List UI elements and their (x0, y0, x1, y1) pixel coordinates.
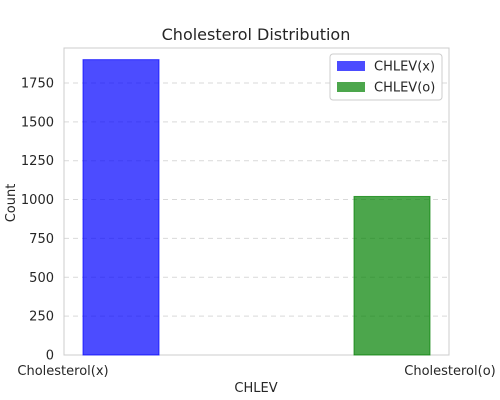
y-tick-label: 1000 (21, 193, 54, 208)
bar-chlev-x (82, 59, 160, 356)
y-tick-label: 1250 (21, 154, 54, 169)
y-tick-label: 1500 (21, 115, 54, 130)
y-axis-label: Count (4, 184, 19, 223)
y-tick-label: 250 (29, 310, 54, 325)
x-axis-ticks: Cholesterol(x) Cholesterol(o) (17, 364, 495, 379)
x-tick-label: Cholesterol(o) (404, 364, 495, 379)
legend-label: CHLEV(o) (374, 81, 435, 96)
legend-swatch (337, 61, 365, 71)
y-tick-label: 500 (29, 271, 54, 286)
y-tick-label: 0 (46, 349, 54, 364)
legend-swatch (337, 82, 365, 92)
y-tick-label: 750 (29, 232, 54, 247)
legend: CHLEV(x) CHLEV(o) (329, 53, 443, 101)
bars (82, 59, 431, 356)
legend-label: CHLEV(x) (374, 60, 435, 75)
chart-title: Cholesterol Distribution (162, 25, 351, 44)
bar-chlev-o (353, 195, 431, 356)
y-axis-ticks: 0 250 500 750 1000 1250 1500 1750 (21, 76, 54, 363)
x-axis-label: CHLEV (234, 381, 277, 396)
y-tick-label: 1750 (21, 76, 54, 91)
plot-area (63, 47, 450, 356)
x-tick-label: Cholesterol(x) (17, 364, 108, 379)
